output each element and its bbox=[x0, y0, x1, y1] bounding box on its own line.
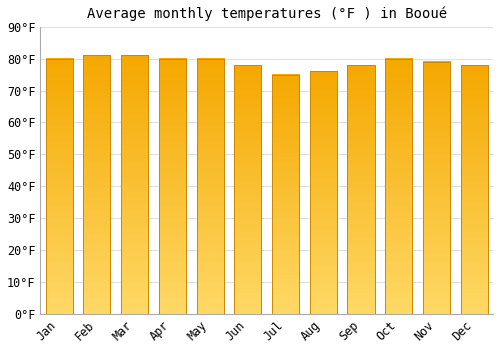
Bar bbox=[272, 75, 299, 314]
Bar bbox=[310, 71, 337, 314]
Bar bbox=[196, 59, 224, 314]
Bar bbox=[385, 59, 412, 314]
Bar bbox=[159, 59, 186, 314]
Bar bbox=[121, 56, 148, 314]
Bar bbox=[348, 65, 374, 314]
Bar bbox=[84, 56, 110, 314]
Bar bbox=[46, 59, 73, 314]
Title: Average monthly temperatures (°F ) in Booué: Average monthly temperatures (°F ) in Bo… bbox=[86, 7, 446, 21]
Bar bbox=[423, 62, 450, 314]
Bar bbox=[234, 65, 262, 314]
Bar bbox=[460, 65, 488, 314]
